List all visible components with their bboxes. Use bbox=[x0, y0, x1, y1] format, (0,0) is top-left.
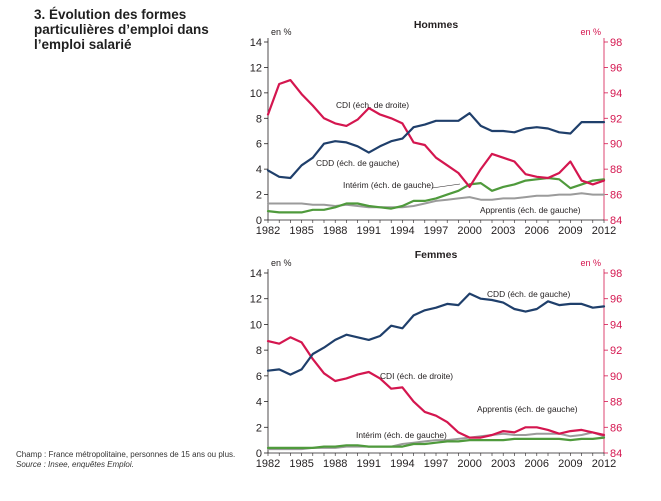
x-tick-label: 1982 bbox=[256, 458, 280, 470]
series-line-cdd bbox=[266, 292, 606, 376]
footnote-source: Source : Insee, enquêtes Emploi. bbox=[16, 460, 134, 469]
left-tick-label: 8 bbox=[256, 113, 262, 125]
x-tick-label: 2009 bbox=[558, 225, 582, 237]
x-tick-label: 1994 bbox=[390, 225, 414, 237]
series-line-interim bbox=[266, 436, 606, 449]
series-label-apprentis: Apprentis (éch. de gauche) bbox=[477, 404, 578, 414]
series-line-cdi bbox=[266, 78, 606, 188]
right-tick-label: 94 bbox=[610, 319, 622, 331]
x-tick-label: 1991 bbox=[357, 225, 381, 237]
right-tick-label: 90 bbox=[610, 139, 622, 151]
x-tick-label: 2000 bbox=[457, 225, 481, 237]
series-label-cdd: CDD (éch. de gauche) bbox=[487, 289, 571, 299]
x-tick-label: 2006 bbox=[525, 458, 549, 470]
x-tick-label: 2000 bbox=[457, 458, 481, 470]
left-tick-label: 6 bbox=[256, 139, 262, 151]
left-tick-label: 0 bbox=[256, 448, 262, 460]
x-tick-label: 2003 bbox=[491, 225, 515, 237]
x-tick-label: 2006 bbox=[525, 225, 549, 237]
right-tick-label: 92 bbox=[610, 345, 622, 357]
series-label-interim: Intérim (éch. de gauche) bbox=[343, 180, 434, 190]
right-axis-unit: en % bbox=[580, 27, 601, 37]
left-tick-label: 10 bbox=[250, 319, 262, 331]
left-tick-label: 0 bbox=[256, 215, 262, 227]
series-line-apprentis bbox=[267, 192, 605, 209]
label-pointer bbox=[431, 183, 461, 189]
panel-title: Hommes bbox=[414, 19, 459, 31]
right-tick-label: 90 bbox=[610, 371, 622, 383]
left-tick-label: 12 bbox=[250, 294, 262, 306]
series-label-cdd: CDD (éch. de gauche) bbox=[316, 158, 400, 168]
x-tick-label: 1988 bbox=[323, 458, 347, 470]
left-tick-label: 8 bbox=[256, 345, 262, 357]
series-line-cdd bbox=[266, 112, 606, 180]
left-tick-label: 14 bbox=[250, 268, 262, 280]
x-tick-label: 1991 bbox=[357, 458, 381, 470]
right-axis-unit: en % bbox=[580, 258, 601, 268]
right-tick-label: 98 bbox=[610, 37, 622, 49]
right-tick-label: 98 bbox=[610, 268, 622, 280]
left-tick-label: 14 bbox=[250, 37, 262, 49]
series-label-cdi: CDI (éch. de droite) bbox=[336, 100, 409, 110]
right-tick-label: 84 bbox=[610, 215, 622, 227]
right-tick-label: 96 bbox=[610, 294, 622, 306]
series-label-interim: Intérim (éch. de gauche) bbox=[356, 430, 447, 440]
x-tick-label: 2009 bbox=[558, 458, 582, 470]
x-tick-label: 2012 bbox=[592, 225, 616, 237]
right-tick-label: 92 bbox=[610, 113, 622, 125]
chart-title: 3. Évolution des formes particulières d’… bbox=[34, 7, 209, 52]
x-tick-label: 1985 bbox=[289, 225, 313, 237]
x-tick-label: 1997 bbox=[424, 458, 448, 470]
right-tick-label: 86 bbox=[610, 190, 622, 202]
panel-title: Femmes bbox=[415, 249, 458, 261]
x-tick-label: 1982 bbox=[256, 225, 280, 237]
x-tick-label: 1997 bbox=[424, 225, 448, 237]
left-tick-label: 2 bbox=[256, 190, 262, 202]
right-tick-label: 94 bbox=[610, 88, 622, 100]
footnote: Champ : France métropolitaine, personnes… bbox=[16, 450, 266, 470]
left-axis-unit: en % bbox=[271, 27, 292, 37]
right-tick-label: 96 bbox=[610, 62, 622, 74]
left-tick-label: 10 bbox=[250, 88, 262, 100]
x-tick-label: 2012 bbox=[592, 458, 616, 470]
left-tick-label: 4 bbox=[256, 397, 262, 409]
series-label-apprentis: Apprentis (éch. de gauche) bbox=[480, 205, 581, 215]
footnote-champ: Champ : France métropolitaine, personnes… bbox=[16, 450, 236, 459]
left-tick-label: 2 bbox=[256, 422, 262, 434]
panel-hommes: Hommes en % en % 0 2 4 6 8 10 12 14 84 86 88 90 92 94 96 9… bbox=[250, 19, 623, 237]
panel-femmes: Femmes en % en % 0 2 4 6 8 10 12 14 84 86 88 90 92 94 96 9… bbox=[250, 249, 623, 470]
x-tick-label: 1985 bbox=[289, 458, 313, 470]
right-tick-label: 88 bbox=[610, 397, 622, 409]
x-tick-label: 1988 bbox=[323, 225, 347, 237]
right-tick-label: 86 bbox=[610, 422, 622, 434]
series-line-cdi bbox=[266, 336, 606, 439]
series-label-cdi: CDI (éch. de droite) bbox=[380, 371, 453, 381]
x-tick-label: 2003 bbox=[491, 458, 515, 470]
series-line-apprentis bbox=[267, 431, 605, 451]
x-tick-label: 1994 bbox=[390, 458, 414, 470]
left-tick-label: 12 bbox=[250, 62, 262, 74]
right-tick-label: 84 bbox=[610, 448, 622, 460]
left-tick-label: 6 bbox=[256, 371, 262, 383]
left-axis-unit: en % bbox=[271, 258, 292, 268]
left-tick-label: 4 bbox=[256, 164, 262, 176]
right-tick-label: 88 bbox=[610, 164, 622, 176]
